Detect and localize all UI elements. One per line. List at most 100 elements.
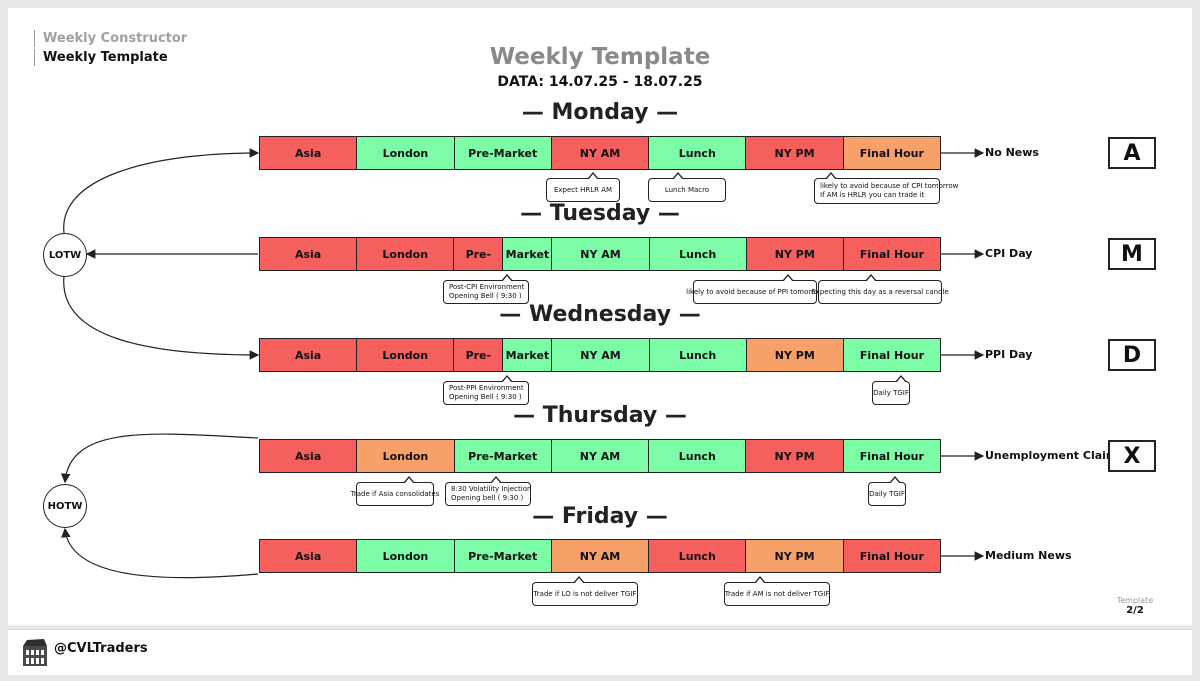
- note-callout: Trade if AM is not deliver TGIF: [724, 576, 830, 606]
- note-line: Lunch Macro: [664, 185, 710, 194]
- news-label-wednesday: PPI Day: [985, 348, 1033, 361]
- note-callout: Lunch Macro: [648, 172, 726, 202]
- session-london: London: [357, 238, 455, 270]
- session-pre-market: Pre-Market: [454, 540, 552, 572]
- day-heading-friday: — Friday —: [532, 504, 668, 529]
- session-bar-tuesday: Asia London Pre- Market NY AM Lunch NY P…: [259, 237, 941, 271]
- session-lunch: Lunch: [649, 540, 747, 572]
- note-line: likely to avoid because of PPI tomorrow: [686, 287, 824, 296]
- day-heading-wednesday: — Wednesday —: [499, 302, 701, 327]
- note-line: Opening bell ( 9:30 ): [451, 494, 524, 502]
- breadcrumb-current: Weekly Template: [34, 49, 168, 66]
- note-line: If AM is HRLR you can trade it: [820, 191, 925, 199]
- session-bar-wednesday: Asia London Pre- Market NY AM Lunch NY P…: [259, 338, 941, 372]
- session-ny-am: NY AM: [552, 238, 650, 270]
- session-london: London: [357, 540, 455, 572]
- session-pre-market: Pre-Market: [454, 440, 552, 472]
- session-bar-monday: Asia London Pre-Market NY AM Lunch NY PM…: [259, 136, 941, 170]
- note-callout: Trade if Asia consolidates: [351, 476, 439, 506]
- note-line: Expect HRLR AM: [553, 185, 613, 194]
- letter-box-d: D: [1108, 339, 1156, 371]
- session-ny-pm: NY PM: [746, 540, 844, 572]
- session-asia: Asia: [260, 137, 358, 169]
- session-ny-pm: NY PM: [746, 440, 844, 472]
- note-callout: Expect HRLR AM: [546, 172, 620, 202]
- note-line: Trade if Asia consolidates: [350, 489, 440, 498]
- page-indicator-number: 2/2: [1126, 605, 1144, 616]
- day-heading-monday: — Monday —: [521, 100, 679, 125]
- note-callout: Post-CPI Environment Opening Bell ( 9:30…: [443, 274, 529, 304]
- news-label-tuesday: CPI Day: [985, 247, 1033, 260]
- note-callout: Post-PPI Environment Opening Bell ( 9:30…: [443, 375, 529, 405]
- note-line: likely to avoid because of CPI tomorrow: [820, 182, 959, 190]
- session-final-hour: Final Hour: [843, 540, 940, 572]
- letter-box-m: M: [1108, 238, 1156, 270]
- note-line: Expecting this day as a reversal candle: [811, 287, 949, 296]
- hotw-circle: HOTW: [43, 484, 87, 528]
- session-pre: Pre-: [454, 339, 504, 371]
- note-line: 8:30 Volatility Injection: [451, 485, 532, 493]
- news-label-friday: Medium News: [985, 549, 1072, 562]
- letter-box-x: X: [1108, 440, 1156, 472]
- session-ny-am: NY AM: [552, 339, 650, 371]
- session-ny-pm: NY PM: [746, 137, 844, 169]
- note-callout: Expecting this day as a reversal candle: [811, 274, 949, 304]
- session-market: Market: [503, 339, 553, 371]
- session-final-hour: Final Hour: [843, 137, 940, 169]
- friday-to-hotw: [61, 527, 259, 579]
- session-lunch: Lunch: [649, 238, 747, 270]
- news-label-monday: No News: [985, 146, 1039, 159]
- lotw-circle: LOTW: [43, 233, 87, 277]
- account-handle[interactable]: @CVLTraders: [54, 641, 148, 656]
- session-pre: Pre-: [454, 238, 504, 270]
- session-ny-am: NY AM: [551, 137, 650, 169]
- lotw-to-monday: [63, 148, 260, 234]
- note-line: Daily TGIF: [873, 388, 909, 397]
- note-callout: Daily TGIF: [872, 375, 910, 405]
- session-ny-pm: NY PM: [746, 339, 844, 371]
- colosseum-icon: [23, 639, 47, 666]
- session-final-hour: Final Hour: [843, 440, 940, 472]
- note-callout: likely to avoid because of CPI tomorrow …: [814, 172, 959, 204]
- session-asia: Asia: [260, 540, 358, 572]
- note-line: Daily TGIF: [869, 489, 905, 498]
- note-line: Post-PPI Environment: [449, 384, 524, 392]
- session-pre-market: Pre-Market: [454, 137, 552, 169]
- page-indicator-label: Template: [1116, 596, 1154, 605]
- note-line: Post-CPI Environment: [449, 283, 525, 291]
- news-label-thursday: Unemployment Claims: [985, 449, 1124, 462]
- session-bar-thursday: Asia London Pre-Market NY AM Lunch NY PM…: [259, 439, 941, 473]
- session-london: London: [357, 137, 455, 169]
- session-asia: Asia: [260, 339, 358, 371]
- session-lunch: Lunch: [649, 137, 747, 169]
- connector-lines: [60, 148, 985, 579]
- session-london: London: [357, 339, 455, 371]
- session-ny-am: NY AM: [551, 440, 650, 472]
- note-line: Opening Bell ( 9:30 ): [449, 292, 522, 300]
- day-heading-thursday: — Thursday —: [513, 403, 687, 428]
- session-final-hour: Final Hour: [843, 339, 940, 371]
- session-market: Market: [503, 238, 553, 270]
- letter-box-a: A: [1108, 137, 1156, 169]
- session-final-hour: Final Hour: [843, 238, 940, 270]
- breadcrumb-parent[interactable]: Weekly Constructor: [34, 30, 187, 47]
- session-asia: Asia: [260, 238, 358, 270]
- note-line: Opening Bell ( 9:30 ): [449, 393, 522, 401]
- session-ny-am: NY AM: [551, 540, 650, 572]
- date-range: DATA: 14.07.25 - 18.07.25: [497, 74, 703, 90]
- page-indicator: Template 2/2: [1113, 596, 1157, 616]
- note-line: Trade if AM is not deliver TGIF: [724, 589, 830, 598]
- lotw-to-wednesday: [63, 275, 260, 360]
- session-lunch: Lunch: [649, 339, 747, 371]
- session-lunch: Lunch: [649, 440, 747, 472]
- note-callout: likely to avoid because of PPI tomorrow: [686, 274, 824, 304]
- session-bar-friday: Asia London Pre-Market NY AM Lunch NY PM…: [259, 539, 941, 573]
- thursday-to-hotw: [60, 433, 259, 484]
- session-asia: Asia: [260, 440, 358, 472]
- footer: @CVLTraders: [8, 629, 1192, 675]
- day-heading-tuesday: — Tuesday —: [520, 201, 680, 226]
- note-line: Trade if LO is not deliver TGIF: [533, 589, 637, 598]
- session-london: London: [357, 440, 455, 472]
- session-ny-pm: NY PM: [746, 238, 844, 270]
- page-title: Weekly Template: [489, 44, 711, 70]
